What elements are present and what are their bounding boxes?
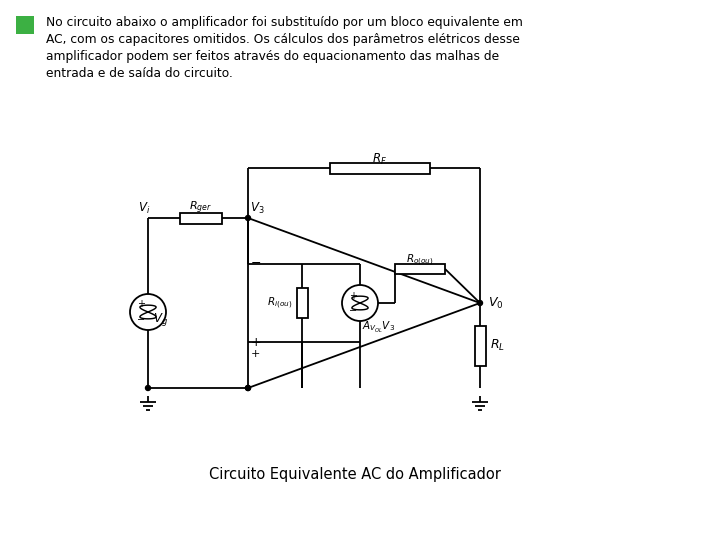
Bar xyxy=(395,264,445,274)
Text: entrada e de saída do circuito.: entrada e de saída do circuito. xyxy=(46,67,233,80)
Bar xyxy=(330,163,430,173)
Text: Circuito Equivalente AC do Amplificador: Circuito Equivalente AC do Amplificador xyxy=(209,468,501,483)
Circle shape xyxy=(145,386,150,390)
Bar xyxy=(16,16,34,34)
Text: AC, com os capacitores omitidos. Os cálculos dos parâmetros elétricos desse: AC, com os capacitores omitidos. Os cálc… xyxy=(46,33,520,46)
Text: +: + xyxy=(251,349,260,359)
Text: −: − xyxy=(251,258,261,271)
Text: $V_i$: $V_i$ xyxy=(138,200,150,215)
Text: amplificador podem ser feitos através do equacionamento das malhas de: amplificador podem ser feitos através do… xyxy=(46,50,499,63)
Text: $A_{V_{OL}}V_3$: $A_{V_{OL}}V_3$ xyxy=(362,320,395,334)
Text: $V_0$: $V_0$ xyxy=(488,295,503,310)
Text: $R_L$: $R_L$ xyxy=(490,338,505,353)
Bar xyxy=(297,288,307,318)
Circle shape xyxy=(342,285,378,321)
Circle shape xyxy=(246,386,251,390)
Text: $R_{ger}$: $R_{ger}$ xyxy=(189,200,212,216)
Text: $V_3$: $V_3$ xyxy=(250,200,264,215)
Circle shape xyxy=(246,386,251,390)
Circle shape xyxy=(477,300,482,306)
Text: No circuito abaixo o amplificador foi substituído por um bloco equivalente em: No circuito abaixo o amplificador foi su… xyxy=(46,16,523,29)
Text: −: − xyxy=(137,315,145,325)
Circle shape xyxy=(130,294,166,330)
Circle shape xyxy=(246,215,251,220)
Text: +: + xyxy=(251,335,261,349)
Text: −: − xyxy=(349,306,357,316)
Text: +: + xyxy=(349,291,357,301)
Text: $R_{o(ou)}$: $R_{o(ou)}$ xyxy=(406,252,434,268)
Bar xyxy=(474,326,485,366)
Text: $R_{i(ou)}$: $R_{i(ou)}$ xyxy=(266,295,292,310)
Text: $V_g$: $V_g$ xyxy=(153,312,168,328)
Bar xyxy=(180,213,222,224)
Text: $R_F$: $R_F$ xyxy=(372,151,387,166)
Text: +: + xyxy=(137,299,145,309)
